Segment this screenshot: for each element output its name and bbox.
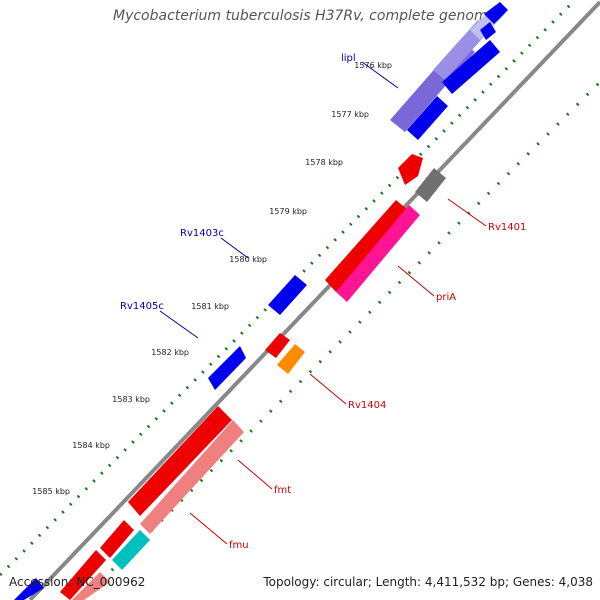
gene-label-layer: lipl Rv1403c Rv1405c Rv1401 priA Rv1404 fmt fmu: [120, 53, 526, 551]
gene-priA[interactable]: [336, 205, 420, 302]
gene-rv1402[interactable]: [398, 154, 423, 185]
ruler-label: 1580 kbp: [229, 255, 267, 264]
ruler-label: 1576 kbp: [354, 61, 392, 70]
gene-salmon-bottom[interactable]: [72, 572, 110, 600]
gene-label-leader: [309, 373, 347, 405]
gene-label-leader: [237, 459, 273, 490]
gene-label-leader: [361, 61, 399, 89]
ruler-layer: 1576 kbp 1577 kbp 1578 kbp 1579 kbp 1580 kbp…: [32, 61, 392, 496]
ruler-label: 1578 kbp: [305, 158, 343, 167]
gene-label-pria[interactable]: priA: [436, 292, 456, 303]
ruler-label: 1579 kbp: [269, 207, 307, 216]
gene-rv1404[interactable]: [277, 344, 305, 374]
gene-blue-top-right[interactable]: [484, 2, 508, 24]
gene-rv1401[interactable]: [415, 168, 446, 202]
gene-lower-red-1[interactable]: [100, 520, 134, 558]
gene-label-fmt[interactable]: fmt: [274, 485, 291, 496]
gene-label-leader: [159, 310, 199, 339]
gene-blue-top-right-2[interactable]: [480, 22, 496, 40]
ruler-label: 1583 kbp: [112, 395, 150, 404]
gene-blue-upper-2[interactable]: [407, 96, 448, 140]
gene-teal[interactable]: [112, 530, 150, 570]
gene-label-rv1404[interactable]: Rv1404: [348, 400, 386, 411]
gene-rv1404-red[interactable]: [265, 333, 290, 358]
gene-label-rv1405c[interactable]: Rv1405c: [120, 301, 164, 312]
genome-summary-text: Topology: circular; Length: 4,411,532 bp…: [263, 575, 593, 589]
gene-priA-forward[interactable]: [325, 200, 408, 292]
gene-lower-blue-1[interactable]: [14, 578, 44, 600]
ruler-label: 1582 kbp: [151, 348, 189, 357]
gene-label-leader: [447, 198, 487, 227]
gene-label-rv1403c[interactable]: Rv1403c: [180, 228, 224, 239]
gene-blue-upper-1[interactable]: [442, 40, 500, 94]
gene-lower-red-2[interactable]: [60, 550, 106, 600]
gene-label-leader: [397, 265, 435, 297]
ruler-label: 1585 kbp: [32, 487, 70, 496]
gene-fmt[interactable]: [128, 406, 232, 516]
gene-label-leader: [189, 512, 228, 545]
ruler-label: 1577 kbp: [331, 110, 369, 119]
gene-rv1405c[interactable]: [208, 346, 246, 390]
gene-label-leader: [220, 237, 249, 259]
gene-rv1403c[interactable]: [268, 275, 307, 315]
ruler-label: 1581 kbp: [191, 302, 229, 311]
gene-label-fmu[interactable]: fmu: [229, 540, 249, 551]
gene-label-lipl[interactable]: lipl: [341, 53, 356, 64]
gene-fmu[interactable]: [140, 420, 244, 534]
gene-label-rv1401[interactable]: Rv1401: [488, 222, 526, 233]
ruler-label: 1584 kbp: [72, 441, 110, 450]
map-title: Mycobacterium tuberculosis H37Rv, comple…: [113, 8, 497, 24]
genome-backbone: [28, 0, 600, 600]
accession-text: Accession: NC_000962: [9, 575, 146, 589]
